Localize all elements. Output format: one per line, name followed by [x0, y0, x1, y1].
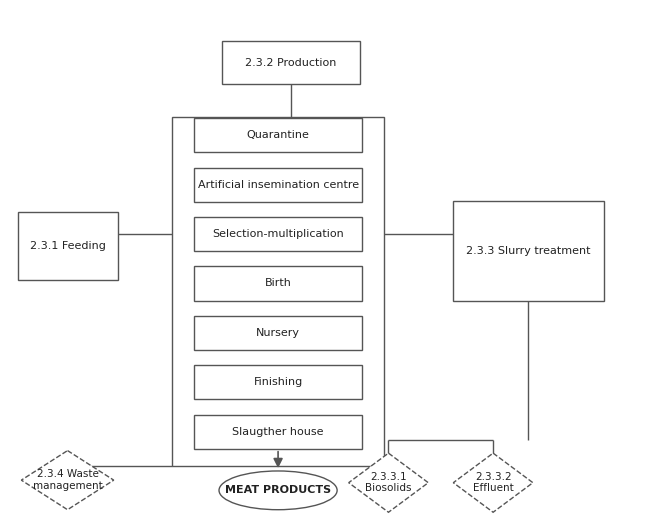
Bar: [194, 266, 362, 301]
Bar: [453, 201, 603, 301]
Text: Birth: Birth: [265, 278, 291, 289]
Ellipse shape: [219, 471, 337, 510]
Bar: [194, 316, 362, 350]
Text: 2.3.3 Slurry treatment: 2.3.3 Slurry treatment: [466, 246, 590, 256]
Polygon shape: [22, 451, 114, 510]
Text: Nursery: Nursery: [256, 328, 300, 338]
Bar: [18, 212, 118, 280]
Text: Selection-multiplication: Selection-multiplication: [212, 229, 344, 239]
Text: Finishing: Finishing: [253, 378, 303, 387]
Bar: [194, 118, 362, 152]
Text: Quarantine: Quarantine: [247, 130, 310, 140]
Polygon shape: [453, 453, 533, 512]
Text: 2.3.4 Waste
management: 2.3.4 Waste management: [33, 470, 102, 491]
Text: MEAT PRODUCTS: MEAT PRODUCTS: [225, 485, 331, 496]
Bar: [221, 41, 360, 84]
Bar: [172, 118, 384, 466]
Polygon shape: [348, 453, 428, 512]
Text: Artificial insemination centre: Artificial insemination centre: [198, 179, 359, 190]
Bar: [194, 167, 362, 202]
Bar: [194, 414, 362, 449]
Bar: [194, 365, 362, 399]
Text: 2.3.3.1
Biosolids: 2.3.3.1 Biosolids: [365, 472, 412, 493]
Text: 2.3.3.2
Effluent: 2.3.3.2 Effluent: [473, 472, 514, 493]
Text: Slaugther house: Slaugther house: [233, 427, 324, 437]
Bar: [194, 217, 362, 251]
Text: 2.3.1 Feeding: 2.3.1 Feeding: [30, 241, 106, 251]
Text: 2.3.2 Production: 2.3.2 Production: [245, 58, 336, 68]
